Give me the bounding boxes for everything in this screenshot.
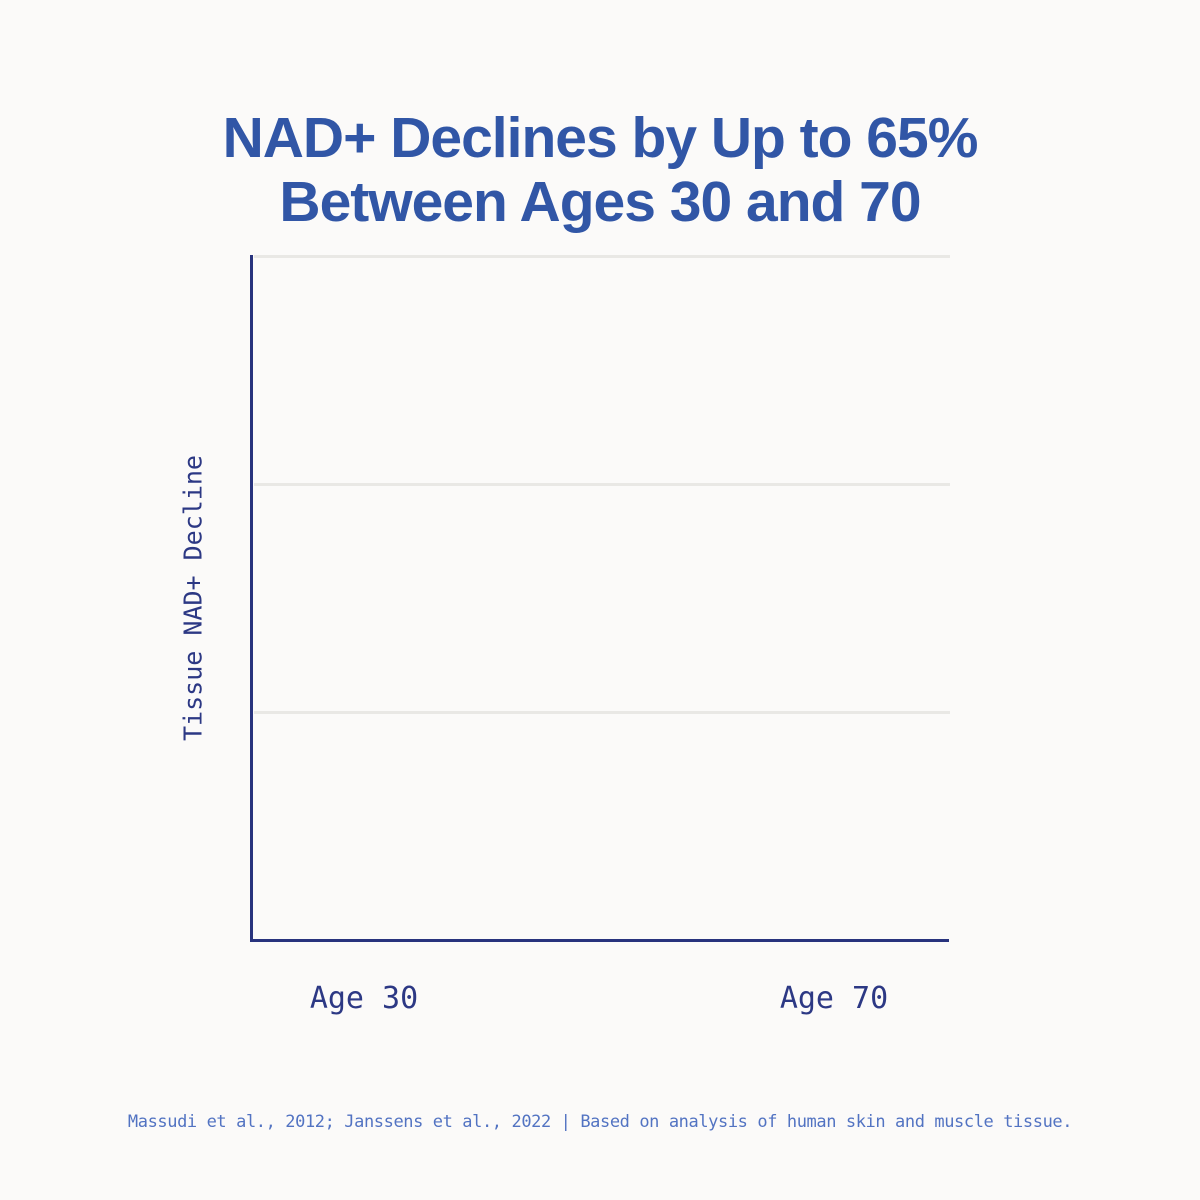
gridline-middle [254, 482, 950, 486]
x-tick-age-30: Age 30 [309, 981, 419, 1016]
source-citation: Massudi et al., 2012; Janssens et al., 2… [127, 1112, 1073, 1132]
x-tick-age-70: Age 70 [779, 981, 889, 1016]
chart-title-line-2: Between Ages 30 and 70 [279, 170, 921, 234]
plot-area [250, 255, 950, 942]
gridline-bottom [254, 711, 950, 715]
chart-title-line-1: NAD+ Declines by Up to 65% [222, 106, 979, 170]
y-axis-label: Tissue NAD+ Decline [178, 455, 208, 741]
chart-title: NAD+ Declines by Up to 65% Between Ages … [0, 106, 1200, 234]
gridline-top [254, 255, 950, 258]
